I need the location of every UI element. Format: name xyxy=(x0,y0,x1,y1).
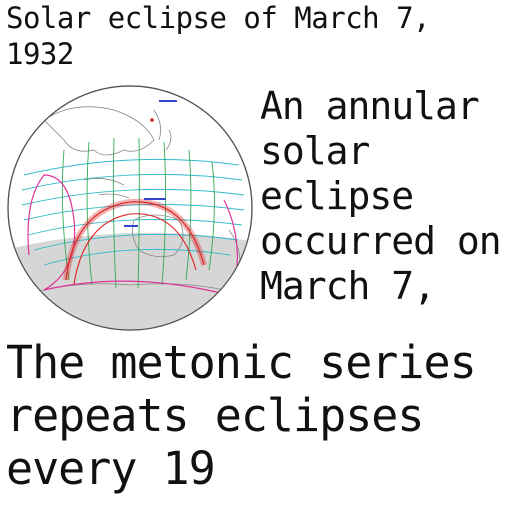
metonic-text: The metonic series repeats eclipses ever… xyxy=(6,336,477,495)
eclipse-globe-svg xyxy=(7,85,253,331)
eclipse-map xyxy=(4,80,256,332)
intro-text: An annular solar eclipse occurred on Mar… xyxy=(260,84,502,308)
coastline-islands xyxy=(153,109,172,151)
coastline-australia xyxy=(131,214,184,258)
blue-labels xyxy=(124,100,177,227)
annular-path xyxy=(63,198,207,285)
night-shade xyxy=(8,232,252,330)
green-contours xyxy=(61,137,215,289)
page-title: Solar eclipse of March 7, 1932 xyxy=(6,1,431,71)
